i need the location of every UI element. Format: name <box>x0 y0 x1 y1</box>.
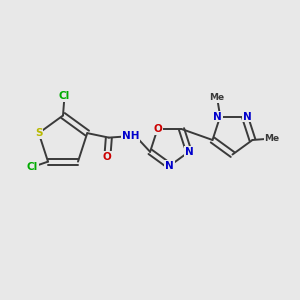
Text: N: N <box>165 161 174 171</box>
Text: Me: Me <box>210 93 225 102</box>
Text: Cl: Cl <box>59 91 70 101</box>
Text: NH: NH <box>122 131 139 141</box>
Text: N: N <box>213 112 222 122</box>
Text: O: O <box>153 124 162 134</box>
Text: O: O <box>103 152 112 162</box>
Text: N: N <box>243 112 252 122</box>
Text: N: N <box>184 147 193 157</box>
Text: Me: Me <box>264 134 280 143</box>
Text: S: S <box>35 128 43 138</box>
Text: Cl: Cl <box>27 162 38 172</box>
